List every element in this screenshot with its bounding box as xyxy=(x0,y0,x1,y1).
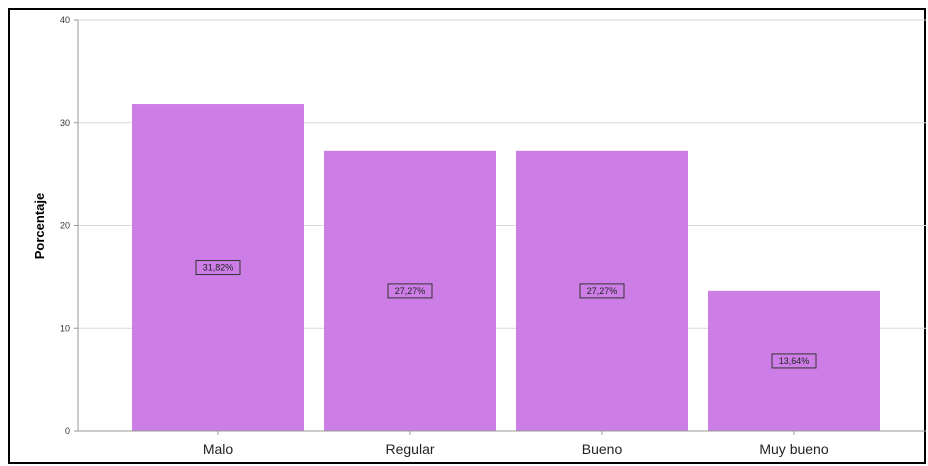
bar-muy-bueno xyxy=(708,290,880,431)
data-label: 27,27% xyxy=(587,286,618,296)
y-tick-label: 40 xyxy=(60,15,70,25)
data-label-box xyxy=(579,283,625,299)
data-labels: 31,82% 27,27% 27,27% 13,64% xyxy=(195,260,817,369)
data-label: 13,64% xyxy=(779,356,810,366)
y-tick-label: 0 xyxy=(65,426,70,436)
bar-malo xyxy=(132,104,304,431)
data-label-box xyxy=(771,353,817,369)
category-labels: Malo Regular Bueno Muy bueno xyxy=(203,431,829,457)
bars xyxy=(132,104,880,431)
y-axis-label: Porcentaje xyxy=(32,193,47,259)
x-tick-label: Malo xyxy=(203,441,234,457)
x-tick-label: Regular xyxy=(385,441,434,457)
y-tick-label: 30 xyxy=(60,118,70,128)
bar-bueno xyxy=(516,150,688,431)
x-tick-label: Bueno xyxy=(582,441,623,457)
data-label: 27,27% xyxy=(395,286,426,296)
y-ticks: 0 10 20 30 40 xyxy=(60,15,78,436)
y-tick-label: 10 xyxy=(60,323,70,333)
bar-regular xyxy=(324,150,496,431)
data-label-box xyxy=(387,283,433,299)
x-tick-label: Muy bueno xyxy=(759,441,828,457)
data-label: 31,82% xyxy=(203,263,234,273)
y-tick-label: 20 xyxy=(60,221,70,231)
data-label-box xyxy=(195,260,241,276)
